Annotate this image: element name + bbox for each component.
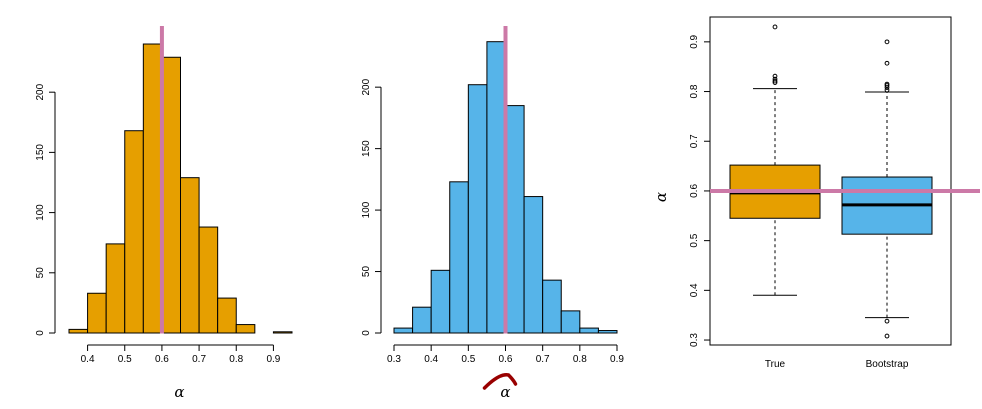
x-axis-label: α (174, 383, 184, 401)
outlier-point (772, 76, 778, 82)
y-tick-label: 0.9 (689, 34, 700, 48)
y-tick-label: 150 (361, 140, 372, 157)
y-tick-label: 50 (361, 266, 372, 278)
x-category-label: True (765, 359, 786, 370)
x-tick-label: 0.8 (573, 354, 587, 365)
x-tick-label: 0.9 (266, 354, 280, 365)
hist-bar (68, 328, 89, 334)
hist-bar (542, 279, 562, 334)
y-tick-label: 0.6 (689, 184, 700, 198)
x-tick-label: 0.7 (536, 354, 550, 365)
x-tick-label: 0.8 (229, 354, 243, 365)
y-tick-label: 200 (361, 78, 372, 95)
y-tick-label: 0.7 (689, 134, 700, 148)
hist-bar (467, 84, 488, 334)
boxplot-panel: True Bootstrap 0.3 0.4 0.5 0.6 0.7 0.8 0.9 α (652, 16, 980, 370)
y-tick-label: 0 (361, 330, 372, 336)
x-tick-label: 0.4 (81, 354, 95, 365)
y-axis-label: α (652, 192, 670, 202)
hist-bar (235, 324, 256, 334)
x-tick-label: 0.5 (118, 354, 132, 365)
y-tick-label: 0.8 (689, 84, 700, 98)
outlier-point (884, 83, 890, 88)
plot-frame (709, 16, 952, 346)
hist-bar (161, 56, 182, 334)
x-tick-label: 0.3 (387, 354, 401, 365)
y-tick-label: 200 (35, 83, 46, 100)
hist-bar (142, 43, 163, 334)
hist-bar (505, 105, 525, 334)
hist-bar (486, 41, 506, 334)
outlier-point (772, 78, 778, 84)
x-tick-label: 0.7 (192, 354, 206, 365)
histogram-true-panel: 0.4 0.5 0.6 0.7 0.8 0.9 0 50 100 150 200 α (35, 26, 293, 401)
x-axis-label: α (500, 383, 510, 401)
hist-bar (272, 331, 293, 334)
outlier-point (884, 60, 890, 66)
hist-bar (579, 327, 599, 334)
hist-bar (124, 130, 144, 334)
hist-bar (393, 327, 414, 334)
y-tick-label: 0.5 (689, 233, 700, 247)
hat-mark-icon (482, 373, 518, 390)
outlier-point (884, 87, 890, 93)
hist-bar (412, 306, 432, 334)
x-tick-label: 0.6 (155, 354, 169, 365)
x-tick-label: 0.6 (499, 354, 513, 365)
hist-bar (449, 181, 469, 334)
hist-bar (105, 243, 126, 334)
outlier-point (884, 318, 890, 324)
hist-bar (597, 330, 618, 334)
outlier-point (884, 333, 890, 339)
x-tick-label: 0.9 (610, 354, 624, 365)
y-tick-label: 0.3 (689, 333, 700, 347)
y-tick-label: 100 (361, 201, 372, 218)
outlier-point (884, 39, 890, 45)
y-tick-label: 0 (35, 330, 46, 336)
y-tick-label: 50 (35, 267, 46, 279)
x-tick-label: 0.5 (461, 354, 475, 365)
outlier-point (884, 81, 890, 87)
hist-bar (180, 177, 200, 334)
outlier-point (772, 24, 778, 30)
hist-bar (198, 226, 219, 334)
outlier-point (772, 73, 778, 79)
hist-bar (430, 269, 451, 334)
hist-bar (87, 292, 107, 334)
hist-bar (523, 196, 544, 334)
y-tick-label: 0.4 (689, 283, 700, 297)
histogram-bootstrap-panel: 0.3 0.4 0.5 0.6 0.7 0.8 0.9 0 50 100 150 200 α (361, 26, 624, 401)
y-tick-label: 150 (35, 144, 46, 161)
x-category-label: Bootstrap (866, 359, 909, 370)
hist-bar (217, 297, 237, 334)
x-tick-label: 0.4 (424, 354, 438, 365)
y-tick-label: 100 (35, 204, 46, 221)
hist-bar (560, 310, 581, 334)
